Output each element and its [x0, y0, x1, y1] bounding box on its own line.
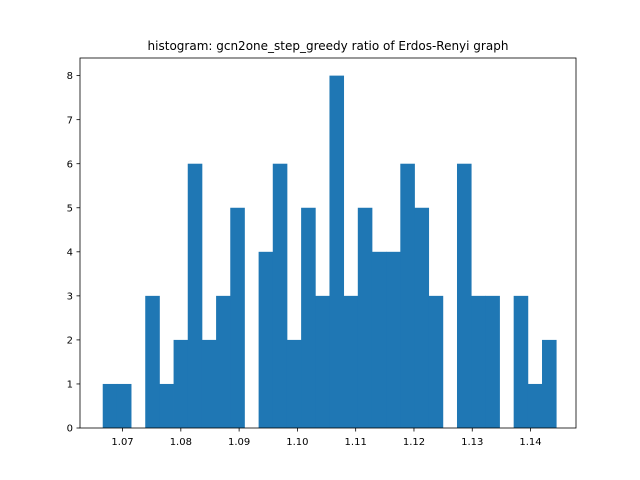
histogram-bar: [230, 207, 245, 428]
histogram-bar: [357, 207, 373, 428]
x-tick-label: 1.12: [403, 437, 425, 448]
x-tick-label: 1.07: [111, 437, 133, 448]
y-tick-label: 4: [67, 247, 73, 258]
histogram-bar: [258, 251, 274, 428]
histogram-bar: [414, 207, 430, 428]
histogram-bar: [272, 163, 288, 428]
chart-title: histogram: gcn2one_step_greedy ratio of …: [148, 39, 509, 53]
y-tick-label: 2: [67, 336, 73, 347]
histogram-bar: [145, 295, 160, 428]
plot-frame: [79, 57, 577, 429]
histogram-bar: [527, 383, 543, 428]
histogram-bar: [386, 251, 401, 428]
histogram-bar: [116, 383, 132, 428]
histogram-bar: [343, 295, 359, 428]
y-tick-label: 0: [67, 424, 73, 435]
histogram-bar: [159, 383, 174, 428]
histogram-bar: [173, 339, 189, 428]
y-tick-label: 8: [67, 71, 73, 82]
histogram-bars: [102, 75, 557, 429]
histogram-bar: [513, 295, 529, 428]
histogram-bar: [485, 295, 500, 428]
histogram-bar: [471, 295, 486, 428]
histogram-bar: [456, 163, 472, 428]
histogram-bar: [216, 295, 231, 428]
histogram-bar: [315, 295, 330, 428]
y-tick-label: 7: [67, 115, 73, 126]
histogram-bar: [542, 339, 557, 428]
x-tick-label: 1.11: [345, 437, 367, 448]
y-tick-label: 5: [67, 203, 73, 214]
histogram-bar: [201, 339, 217, 428]
histogram-bar: [428, 295, 444, 428]
x-tick-label: 1.10: [286, 437, 308, 448]
histogram-bar: [329, 75, 345, 429]
y-tick-label: 1: [67, 380, 73, 391]
histogram-bar: [301, 207, 316, 428]
histogram-bar: [371, 251, 387, 428]
histogram-bar: [286, 339, 302, 428]
x-tick-label: 1.08: [170, 437, 192, 448]
histogram-bar: [400, 163, 415, 428]
x-tick-label: 1.09: [228, 437, 250, 448]
x-axis: 1.07 1.08 1.09 1.10 1.11 1.12 1.13 1.14: [111, 428, 542, 448]
y-tick-label: 6: [67, 159, 73, 170]
histogram-bar: [102, 383, 118, 428]
x-tick-label: 1.14: [519, 437, 541, 448]
y-tick-label: 3: [67, 291, 73, 302]
x-tick-label: 1.13: [461, 437, 483, 448]
y-axis: 0 1 2 3 4 5 6 7 8: [67, 71, 80, 435]
histogram-bar: [187, 163, 203, 428]
